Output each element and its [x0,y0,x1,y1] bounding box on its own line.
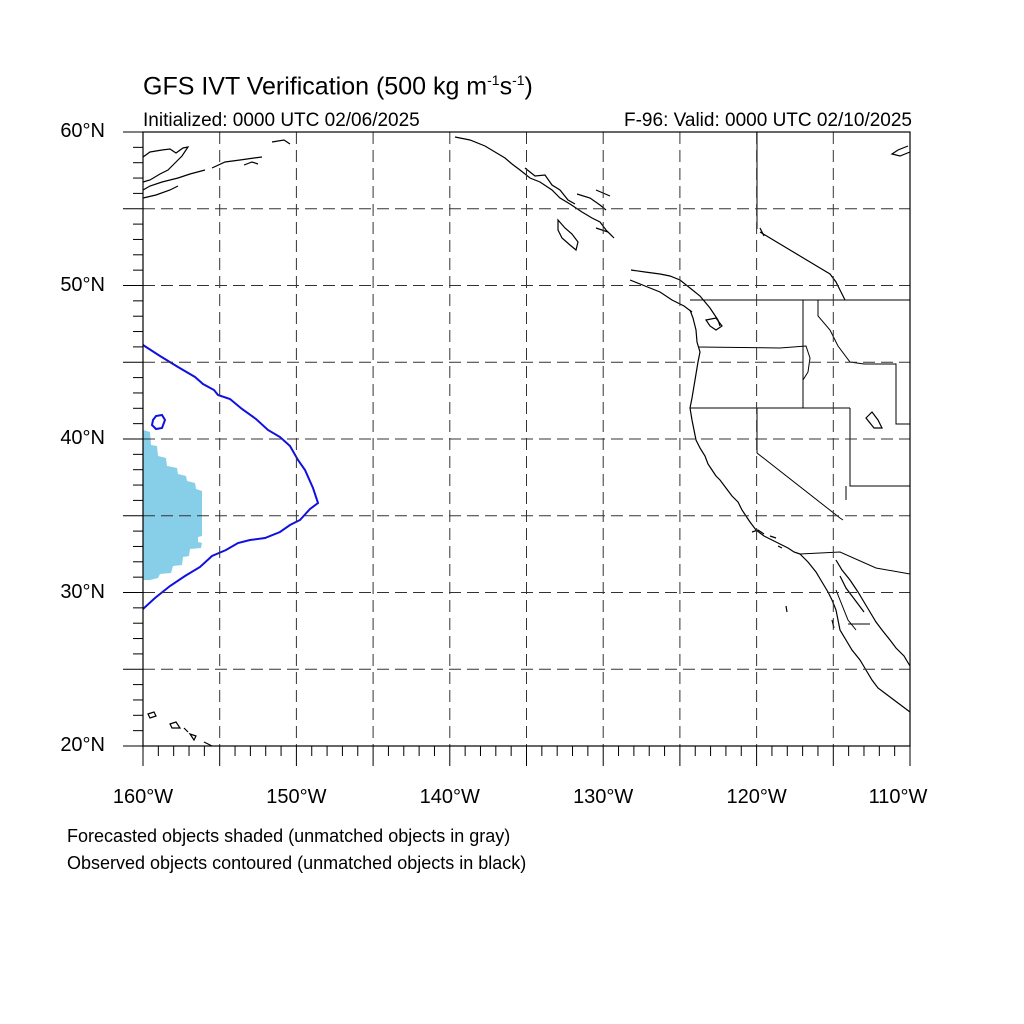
lon-label: 160°W [112,786,174,808]
axis-ticks [123,131,911,766]
map-title: GFS IVT Verification (500 kg m-1s-1) [143,72,533,101]
lon-label: 150°W [266,786,327,808]
lat-label: 50°N [60,273,105,296]
forecast-object-shaded [143,430,202,580]
lat-label: 20°N [60,734,105,756]
map-frame [142,131,911,747]
note-observed: Observed objects contoured (unmatched ob… [67,853,527,873]
lat-lon-grid [143,132,910,746]
lon-label: 110°W [868,786,928,808]
initialized-label: Initialized: 0000 UTC 02/06/2025 [143,110,420,131]
lon-label: 130°W [573,786,634,808]
political-borders [690,132,911,631]
observed-object-small-contour [150,413,167,431]
lat-label: 40°N [60,427,105,449]
lat-label: 30°N [60,580,105,603]
lon-label: 140°W [419,786,480,808]
valid-time-label: F-96: Valid: 0000 UTC 02/10/2025 [624,110,912,131]
lon-label: 120°W [726,786,787,808]
note-forecast: Forecasted objects shaded (unmatched obj… [67,826,511,846]
lat-label: 60°N [60,120,105,142]
observed-object-contour [142,344,320,610]
